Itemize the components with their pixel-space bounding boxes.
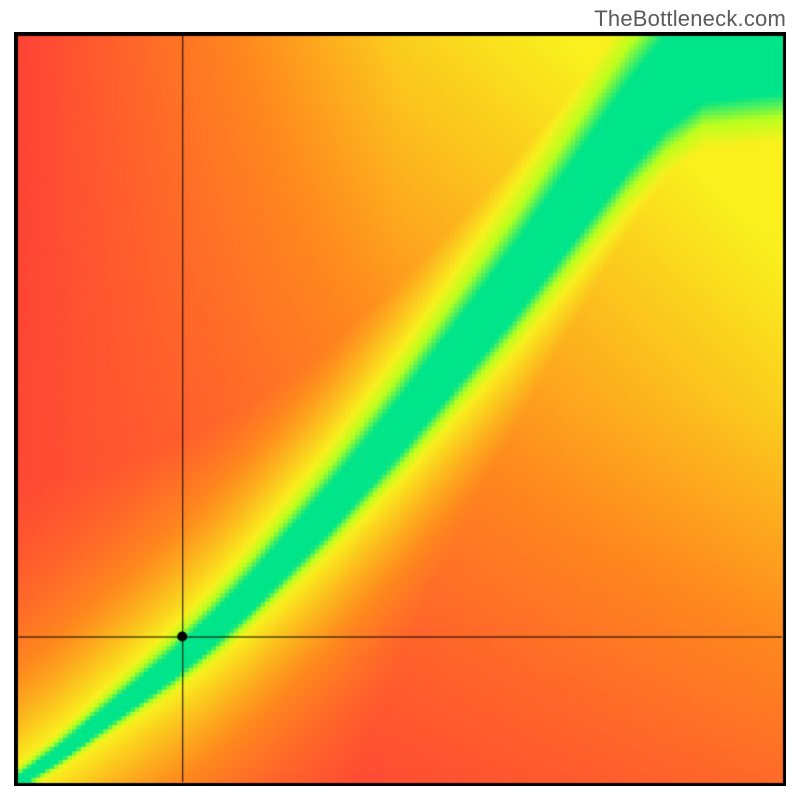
plot-area — [14, 32, 786, 786]
chart-container: TheBottleneck.com — [0, 0, 800, 800]
crosshair-overlay — [14, 32, 786, 786]
watermark-text: TheBottleneck.com — [594, 6, 786, 32]
